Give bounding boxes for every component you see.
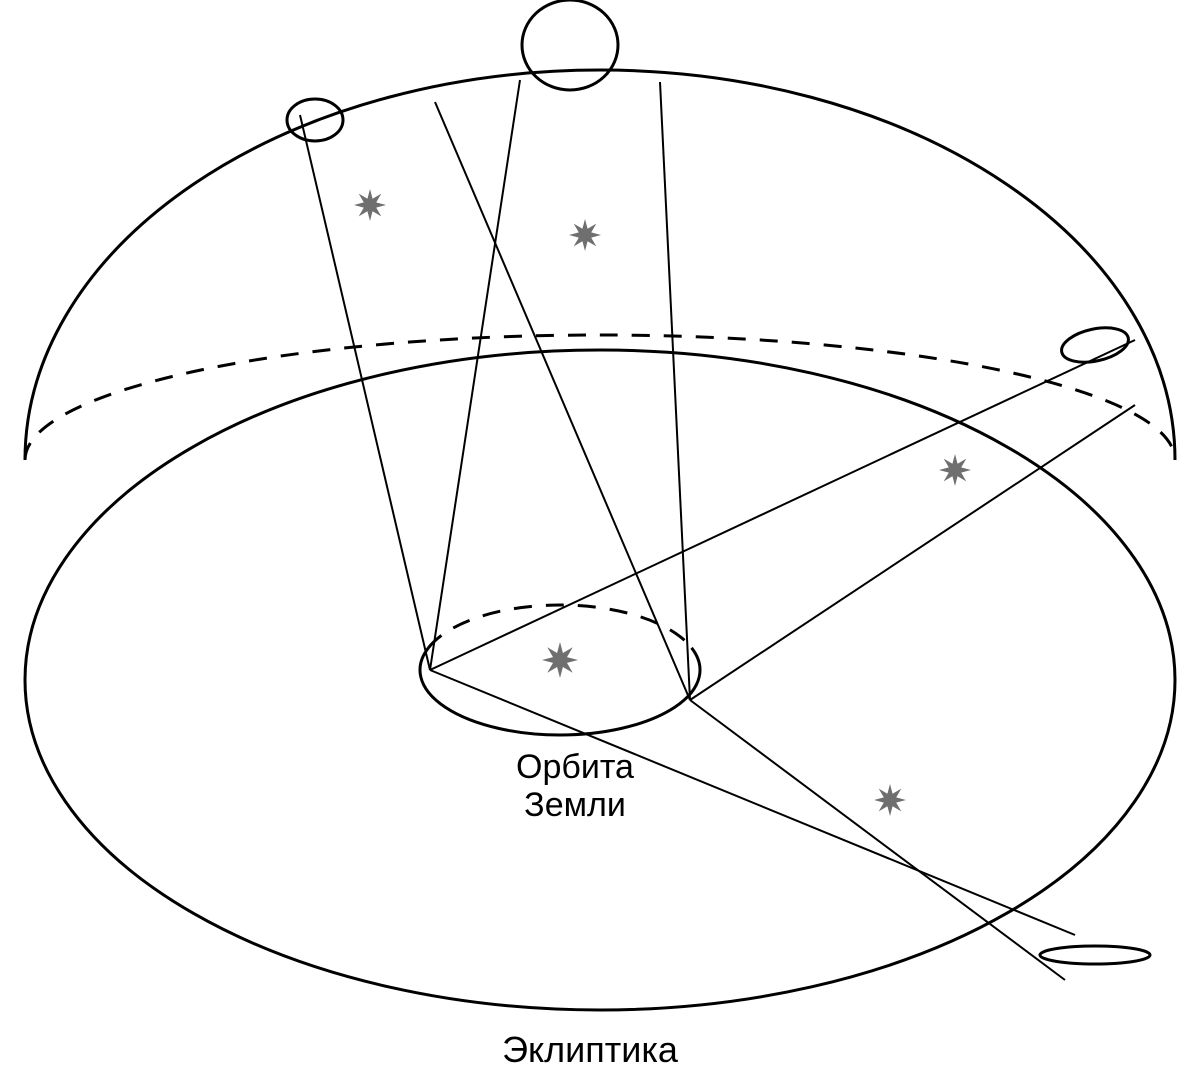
star-right-up — [939, 454, 971, 486]
parallax-ellipse-low — [1040, 946, 1150, 964]
star-top-mid — [569, 219, 601, 251]
sight-line-2 — [430, 80, 520, 670]
sight-line-5 — [690, 405, 1135, 700]
sight-line-3 — [660, 82, 690, 700]
label-orbit: Орбита — [516, 748, 634, 786]
parallax-ellipse-right — [1058, 322, 1131, 367]
sight-line-1 — [435, 102, 690, 700]
star-top-left — [354, 189, 386, 221]
parallax-ellipse-mid — [522, 0, 618, 90]
ecliptic-ellipse — [25, 350, 1175, 1010]
parallax-diagram: ОрбитаЗемли Эклиптика — [0, 0, 1200, 1084]
label-ecliptic: Эклиптика — [502, 1029, 679, 1070]
star-right-low — [874, 784, 906, 816]
sight-line-4 — [430, 340, 1135, 670]
sun-star — [542, 642, 578, 678]
dome-base-back-dashed — [25, 335, 1175, 460]
sight-line-7 — [690, 700, 1065, 980]
label-orbit-line2: Земли — [524, 786, 626, 824]
